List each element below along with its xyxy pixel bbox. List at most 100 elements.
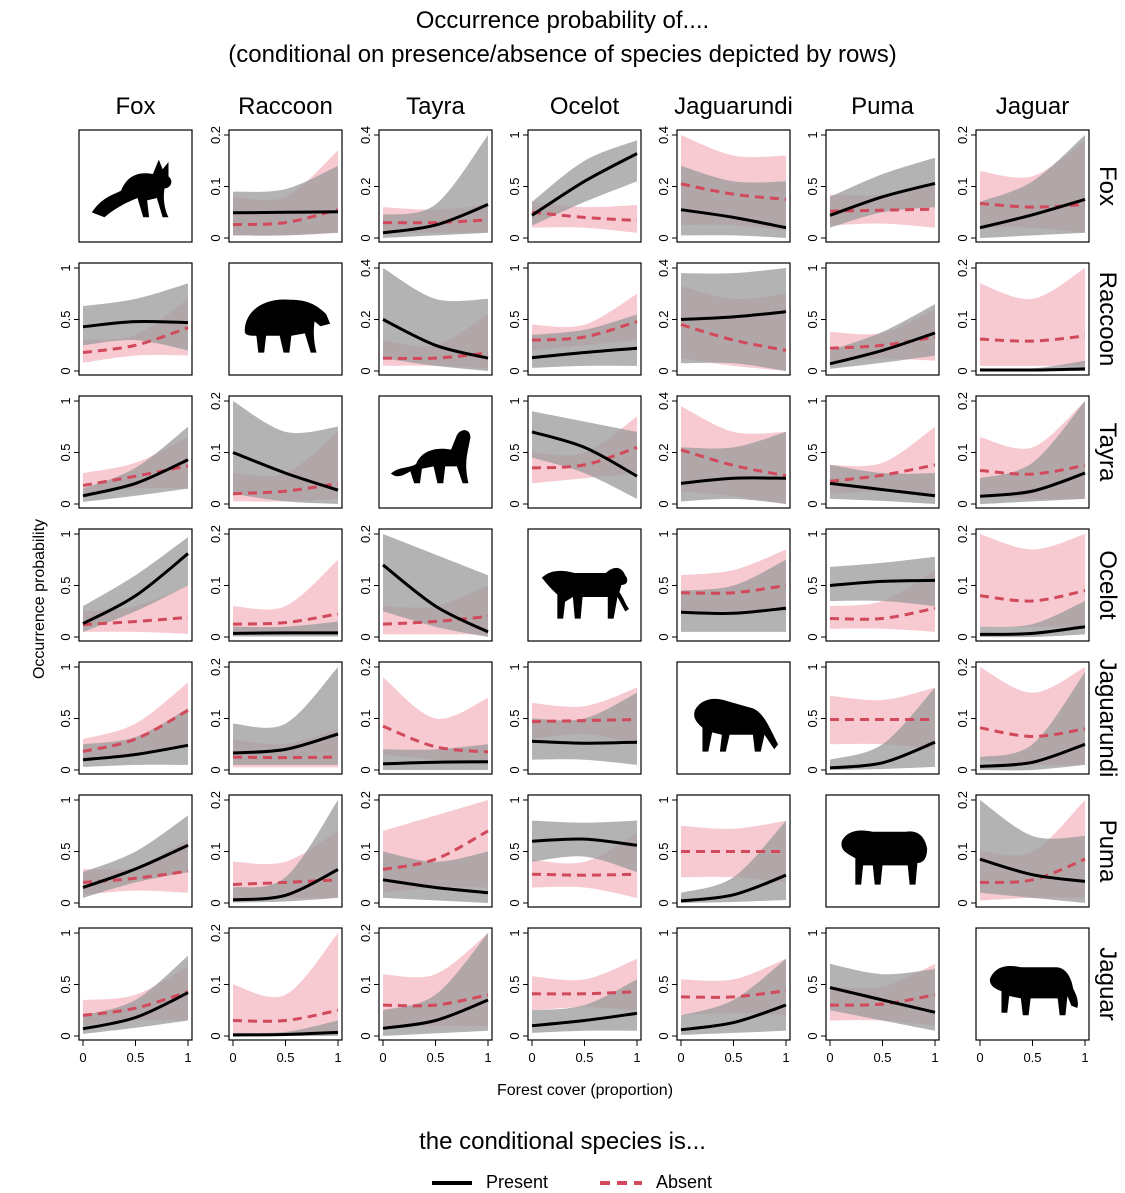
y-tick-label: 0.1 (955, 842, 970, 860)
panel-puma-ocelot: 00.51 (507, 794, 642, 908)
present-series-line (829, 331, 936, 366)
y-tick-label: 0 (955, 766, 970, 773)
present-series-line (232, 210, 339, 215)
y-tick-label: 0 (507, 899, 522, 906)
y-tick-label: 0.5 (507, 310, 522, 328)
x-tick-label: 0 (379, 1050, 386, 1065)
present-series-line (232, 1030, 339, 1037)
y-tick-label: 0.2 (358, 924, 373, 942)
absent-ci-band (83, 298, 188, 363)
y-tick-label: 0.2 (358, 177, 373, 195)
present-ci-band (980, 800, 1085, 903)
y-tick-label: 0 (656, 367, 671, 374)
panel-tayra-fox: 00.51 (58, 395, 193, 509)
absent-series-line (531, 210, 638, 222)
absent-series-line (382, 993, 489, 1008)
present-ci-band (83, 537, 188, 632)
raccoon-silhouette-icon (244, 299, 331, 353)
legend-present-label: Present (486, 1172, 549, 1192)
present-ci-band (830, 464, 935, 504)
y-tick-label: 0 (58, 367, 73, 374)
present-series-line (680, 873, 787, 903)
y-tick-label: 0 (805, 766, 820, 773)
present-series-line (232, 451, 339, 492)
panel-jaguarundi-jaguarundi (676, 661, 791, 775)
y-tick-label: 1 (507, 264, 522, 271)
present-ci-band (830, 157, 935, 228)
puma-silhouette-icon (841, 830, 928, 885)
absent-series-line (979, 857, 1086, 884)
absent-series-line (382, 218, 489, 225)
absent-series-line (829, 207, 936, 213)
y-tick-label: 0.1 (955, 310, 970, 328)
panel-puma-puma (825, 794, 940, 908)
present-ci-band (980, 401, 1085, 504)
present-series-line (382, 563, 489, 634)
x-tick-label: 1 (633, 1050, 640, 1065)
present-series-line (82, 458, 189, 498)
present-ci-band (980, 601, 1085, 638)
absent-ci-band (980, 268, 1085, 366)
absent-ci-band (383, 677, 488, 765)
present-series-line (82, 552, 189, 625)
y-tick-label: 0.2 (208, 658, 223, 676)
x-tick-label: 0.5 (426, 1050, 444, 1065)
present-series-line (979, 197, 1086, 230)
y-tick-label: 0.2 (208, 392, 223, 410)
absent-series-line (829, 463, 936, 483)
legend-present: Present (432, 1172, 548, 1193)
y-tick-label: 0.5 (58, 842, 73, 860)
column-header-fox: Fox (115, 93, 156, 120)
present-series-line (979, 742, 1086, 768)
panel-raccoon-ocelot: 00.51 (507, 262, 642, 376)
panel-tayra-raccoon: 0 0.1 0.2 (208, 392, 343, 509)
y-tick-label: 0 (208, 1032, 223, 1039)
x-tick-label: 1 (334, 1050, 341, 1065)
y-tick-label: 0 (507, 500, 522, 507)
y-tick-label: 0.5 (805, 709, 820, 727)
y-tick-label: 0.4 (358, 259, 373, 277)
panel-raccoon-raccoon (228, 262, 343, 376)
y-tick-label: 1 (58, 663, 73, 670)
absent-series-line (232, 878, 339, 886)
present-series-line (979, 471, 1086, 498)
present-series-line (382, 998, 489, 1030)
y-tick-label: 0 (656, 500, 671, 507)
absent-series-line (82, 990, 189, 1017)
chart-title-line2: (conditional on presence/absence of spec… (228, 41, 897, 68)
present-ci-band (830, 304, 935, 369)
present-ci-band (83, 955, 188, 1034)
absent-series-line (680, 989, 787, 999)
absent-ci-band (532, 833, 637, 898)
absent-ci-band (233, 559, 338, 632)
panel-fox-ocelot: 00.51 (507, 129, 642, 243)
y-tick-label: 0.5 (58, 310, 73, 328)
y-tick-label: 0.2 (358, 310, 373, 328)
y-tick-label: 0.5 (507, 975, 522, 993)
absent-series-line (979, 202, 1086, 209)
present-ci-band (681, 820, 786, 903)
fox-silhouette-icon (91, 159, 172, 218)
y-tick-label: 1 (656, 929, 671, 936)
present-series-line (680, 310, 787, 321)
column-header-puma: Puma (851, 93, 914, 120)
legend-absent: Absent (600, 1172, 712, 1193)
y-tick-label: 1 (507, 397, 522, 404)
panel-jaguarundi-fox: 00.51 (58, 661, 193, 775)
column-header-ocelot: Ocelot (549, 93, 620, 120)
panel-jaguar-raccoon: 0 0.1 0.2 0 0.5 1 (208, 924, 343, 1065)
present-ci-band (681, 165, 786, 238)
y-tick-label: 0.5 (58, 709, 73, 727)
tayra-silhouette-icon (390, 430, 471, 484)
absent-series-line (531, 872, 638, 877)
panel-jaguar-jaguar (975, 927, 1090, 1041)
y-tick-label: 0.1 (208, 975, 223, 993)
panel-puma-fox: 00.51 (58, 794, 193, 908)
y-tick-label: 0.1 (208, 842, 223, 860)
y-tick-label: 0 (805, 234, 820, 241)
present-series-line (979, 625, 1086, 636)
y-tick-label: 0.2 (208, 924, 223, 942)
x-tick-label: 0.5 (1023, 1050, 1041, 1065)
x-tick-label: 0 (976, 1050, 983, 1065)
